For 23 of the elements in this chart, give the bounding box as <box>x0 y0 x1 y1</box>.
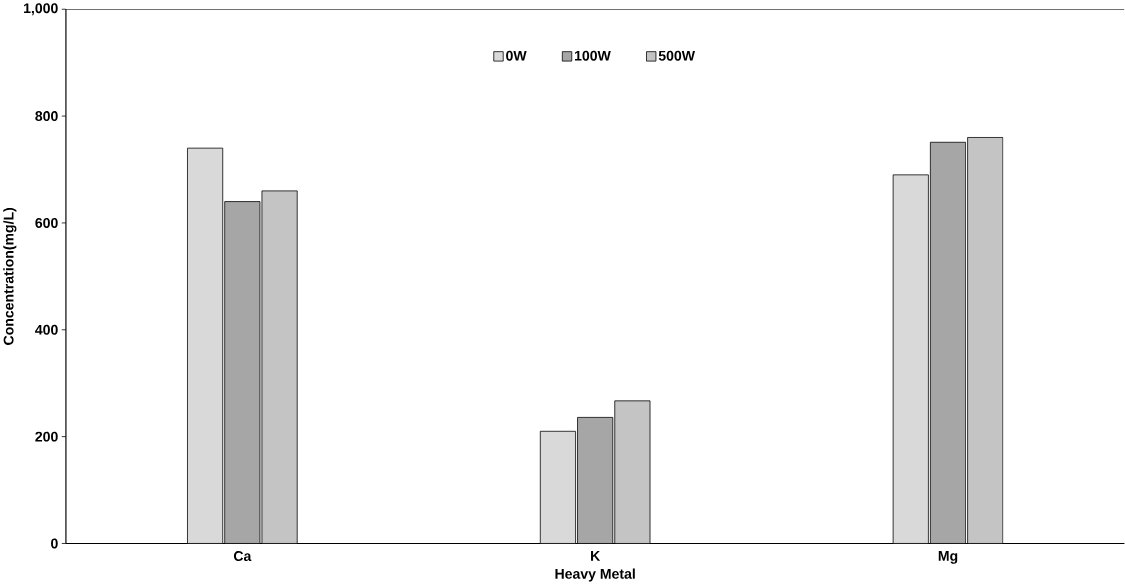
legend-label: 100W <box>574 50 611 61</box>
bar <box>187 148 223 544</box>
y-tick-label: 400 <box>35 324 58 335</box>
bar <box>261 190 298 544</box>
bar <box>967 137 1004 544</box>
bar <box>577 417 613 544</box>
y-tick-label: 0 <box>51 538 58 549</box>
x-tick-label: K <box>591 551 601 561</box>
legend-label: 0W <box>506 50 527 61</box>
legend-label: 500W <box>658 50 695 61</box>
bar <box>614 400 651 544</box>
bar <box>540 431 576 544</box>
y-tick-label: 1,000 <box>24 3 58 16</box>
y-axis-title: Concentration(mg/L) <box>3 208 17 345</box>
x-tick-label: Mg <box>938 551 958 564</box>
x-axis-title: Heavy Metal <box>555 568 635 582</box>
bar <box>224 201 260 544</box>
y-tick-label: 200 <box>35 431 58 442</box>
bar <box>892 174 929 544</box>
y-tick-label: 600 <box>35 218 58 228</box>
x-tick-label: Ca <box>233 551 252 562</box>
y-tick-label: 800 <box>35 111 58 122</box>
bar <box>929 141 967 544</box>
